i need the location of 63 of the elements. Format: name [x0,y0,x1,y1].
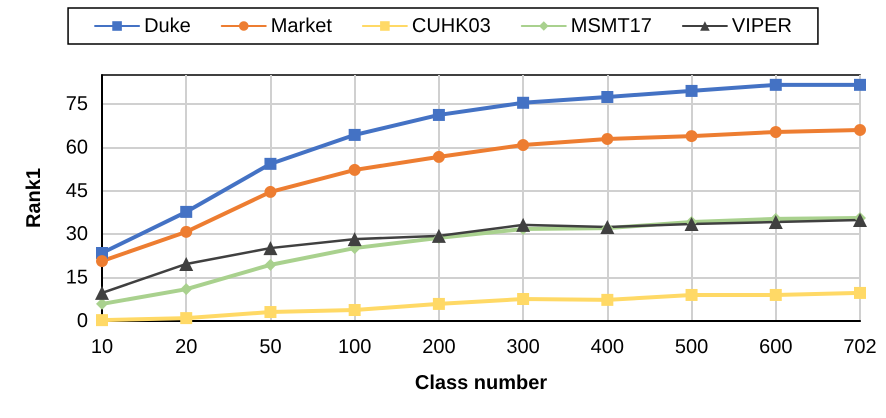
x-tick-label: 50 [259,336,282,358]
point [601,132,614,145]
point [348,164,361,176]
point [348,304,361,316]
point [95,286,109,300]
point [600,220,614,234]
point [180,312,192,324]
x-tick-label: 10 [90,336,114,358]
point [686,288,698,301]
point [180,226,192,238]
x-tick-label: 702 [843,336,877,358]
point [517,293,530,306]
point [180,206,192,218]
point [686,130,698,142]
point [854,286,866,299]
point [432,150,445,163]
x-axis-title: Class number [414,372,548,394]
legend-label: MSMT17 [570,15,652,37]
legend-label: CUHK03 [412,15,491,37]
point [770,288,782,301]
legend-label: VIPER [732,15,792,37]
x-tick-label: 20 [175,336,198,358]
point [686,84,698,97]
y-tick-label: 60 [66,136,88,158]
point [601,294,614,306]
point [770,78,782,91]
x-tick-label: 100 [338,336,372,358]
y-tick-label: 75 [66,92,88,115]
x-tick-label: 500 [674,336,708,358]
y-tick-label: 30 [66,223,88,246]
legend-label: Duke [144,15,191,37]
point [768,215,783,230]
point [348,232,362,246]
point [854,124,866,136]
point [517,139,530,152]
point [264,186,276,198]
point [432,228,446,243]
point [854,78,866,91]
x-tick-label: 200 [422,336,456,358]
x-tick-label: 400 [590,336,624,358]
point [180,283,192,296]
point [264,158,276,170]
point [263,241,278,256]
point [432,108,445,121]
y-tick-label: 45 [66,180,88,202]
point [684,217,699,232]
point [96,314,108,326]
x-tick-label: 300 [506,336,540,358]
y-axis-title: Rank1 [23,168,45,228]
point [517,96,530,109]
point [770,126,782,138]
legend-label: Market [270,15,332,37]
point [96,255,108,268]
point [264,258,276,271]
x-tick-label: 600 [759,336,792,358]
y-tick-label: 15 [66,266,88,289]
point [853,212,867,227]
point [348,128,361,141]
point [432,298,445,310]
point [179,256,194,271]
point [601,90,614,103]
y-tick-label: 0 [76,310,88,332]
point [264,306,276,318]
